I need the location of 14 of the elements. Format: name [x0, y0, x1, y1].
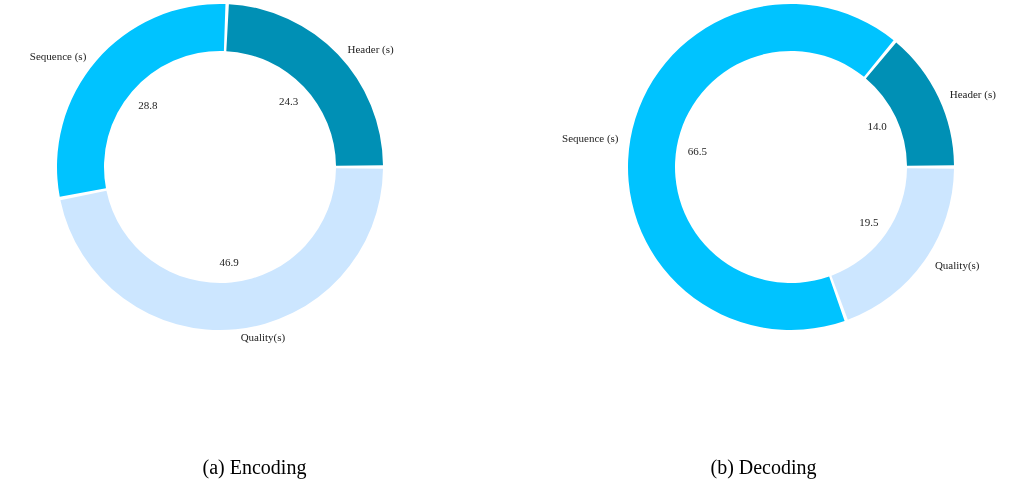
slice-label: Sequence (s) — [29, 49, 87, 63]
slice-label: Quality(s) — [934, 259, 980, 273]
data-label: 46.9 — [219, 255, 240, 268]
slice-label: Header (s) — [949, 88, 997, 102]
slice-label: Quality(s) — [240, 331, 286, 345]
data-label: 28.8 — [138, 99, 158, 111]
data-label: 14.0 — [867, 120, 888, 133]
data-label: 66.5 — [687, 144, 708, 157]
text: (a) Encoding — [202, 456, 307, 479]
data-label: 19.5 — [859, 215, 879, 228]
slice-label: Header (s) — [347, 42, 394, 56]
text: (b) Decoding — [710, 456, 817, 479]
data-label: 24.3 — [279, 95, 299, 108]
slice-label: Sequence (s) — [562, 131, 619, 145]
